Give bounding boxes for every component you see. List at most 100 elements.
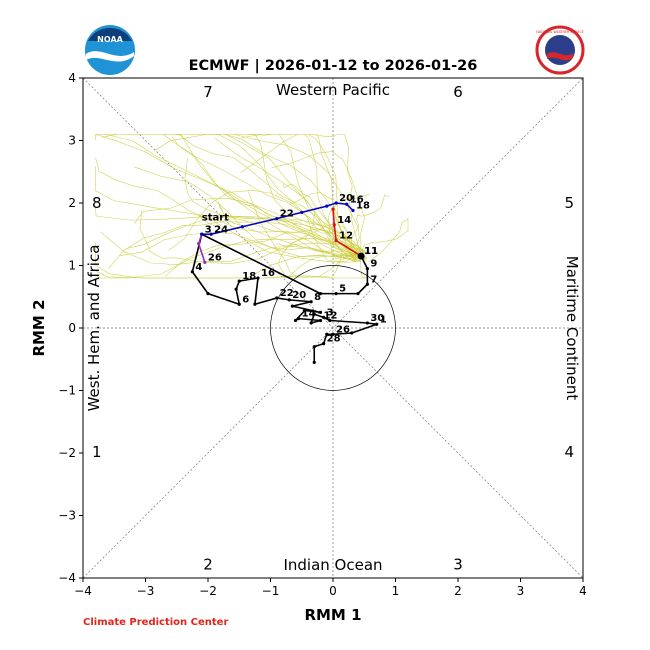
noaa-logo: NOAA [85, 25, 135, 75]
ensemble-member-line [177, 133, 368, 253]
credit-label: Climate Prediction Center [83, 617, 228, 628]
day-label: 12 [339, 231, 353, 242]
observed-track-point [331, 332, 335, 336]
observed-track-point [312, 360, 316, 364]
phase-label-5: 5 [564, 194, 574, 212]
observed-track-point [253, 302, 257, 306]
observed-track-point [334, 292, 338, 296]
y-tick-label: 1 [68, 259, 76, 273]
observed-track-point [318, 292, 323, 296]
observed-track-point [275, 296, 279, 300]
phase-label-8: 8 [92, 194, 102, 212]
day-label: 24 [214, 224, 228, 235]
ensemble-member-line [257, 133, 357, 263]
day-label: 18 [356, 201, 370, 212]
day-label: 8 [314, 292, 321, 303]
observed-track-point [356, 292, 360, 296]
region-label-top: Western Pacific [276, 81, 390, 99]
forecast-late-track-line [332, 209, 362, 257]
day-label: 5 [339, 284, 346, 295]
forecast-mean-track-point [200, 232, 204, 236]
phase-label-6: 6 [453, 83, 463, 101]
forecast-mean-track-point [240, 225, 244, 229]
x-axis-label: RMM 1 [304, 606, 361, 624]
forecast-mean-track-point [351, 208, 355, 213]
observed-track-point [237, 302, 241, 306]
ensemble-member-line [240, 133, 365, 260]
forecast-late-track-point [334, 238, 338, 243]
observed-track-point [293, 318, 298, 323]
forecast-mean-track-point [275, 217, 279, 221]
ensemble-member-line [217, 201, 363, 257]
day-label: 3 [327, 307, 334, 318]
ensemble-member-line [95, 238, 362, 279]
x-tick-label: 3 [517, 584, 525, 598]
region-label-left: West. Hem. and Africa [85, 245, 103, 412]
past-segment-track-point [197, 242, 201, 246]
phase-label-7: 7 [203, 83, 213, 101]
day-label: 22 [280, 209, 294, 220]
day-label: 12 [324, 311, 338, 322]
latest-observed-marker [357, 252, 365, 260]
day-label: 20 [339, 193, 353, 204]
observed-track-point [303, 308, 307, 313]
day-label: 20 [292, 290, 306, 301]
x-tick-label: 0 [329, 584, 337, 598]
y-tick-label: 2 [68, 196, 76, 210]
y-tick-label: −2 [58, 446, 76, 460]
day-label: 28 [327, 334, 341, 345]
observed-track-point [309, 300, 313, 304]
day-label: 14 [337, 215, 351, 226]
x-tick-label: −1 [262, 584, 280, 598]
observed-track-point [290, 304, 294, 308]
ensemble-member-line [100, 231, 359, 265]
observed-track-point [312, 345, 316, 349]
x-tick-label: 1 [392, 584, 400, 598]
x-tick-label: −4 [74, 584, 92, 598]
observed-track-point [325, 332, 329, 336]
day-label: 26 [208, 252, 222, 263]
ensemble-member-line [139, 210, 367, 264]
day-label: 18 [242, 271, 256, 282]
ensemble-member-line [271, 151, 365, 262]
day-label: 3 [205, 224, 212, 235]
forecast-late-track-point [332, 223, 336, 227]
x-tick-label: −2 [199, 584, 217, 598]
ensemble-member-line [119, 231, 361, 259]
unit-circle [270, 265, 396, 391]
observed-track-point [190, 270, 194, 274]
forecast-mean-track [200, 201, 355, 236]
observed-track-point [287, 298, 291, 302]
observed-track-point [350, 331, 354, 335]
x-tick-label: 4 [579, 584, 587, 598]
observed-track-point [312, 312, 316, 316]
ensemble-member-line [184, 158, 365, 252]
ensemble-members [95, 133, 409, 279]
plot-area: 2826130312148202216186457911326242220161… [30, 71, 587, 624]
observed-track-point [322, 342, 326, 346]
nws-logo: NATIONAL WEATHER SERVICE [535, 25, 585, 75]
forecast-mean-track-point [300, 210, 304, 214]
day-label: 6 [242, 294, 249, 305]
forecast-mean-track-point [345, 202, 349, 206]
ensemble-member-line [361, 218, 409, 262]
y-tick-label: 4 [68, 71, 76, 85]
observed-track [190, 232, 379, 364]
y-tick-label: 3 [68, 134, 76, 148]
forecast-mean-track-point [334, 201, 338, 205]
observed-track-point [297, 317, 301, 321]
observed-track-point [365, 267, 369, 271]
forecast-late-track [331, 207, 363, 258]
forecast-mean-track-point [209, 232, 213, 236]
noaa-logo-text: NOAA [97, 35, 123, 44]
day-label: 26 [336, 324, 350, 335]
day-label: 4 [195, 262, 202, 273]
region-label-bottom: Indian Ocean [283, 556, 382, 574]
observed-track-point [318, 318, 323, 323]
ensemble-member-line [214, 138, 357, 260]
phase-label-3: 3 [453, 555, 463, 573]
x-tick-label: −3 [137, 584, 155, 598]
observed-track-point [318, 310, 323, 314]
observed-track-point [365, 282, 369, 286]
